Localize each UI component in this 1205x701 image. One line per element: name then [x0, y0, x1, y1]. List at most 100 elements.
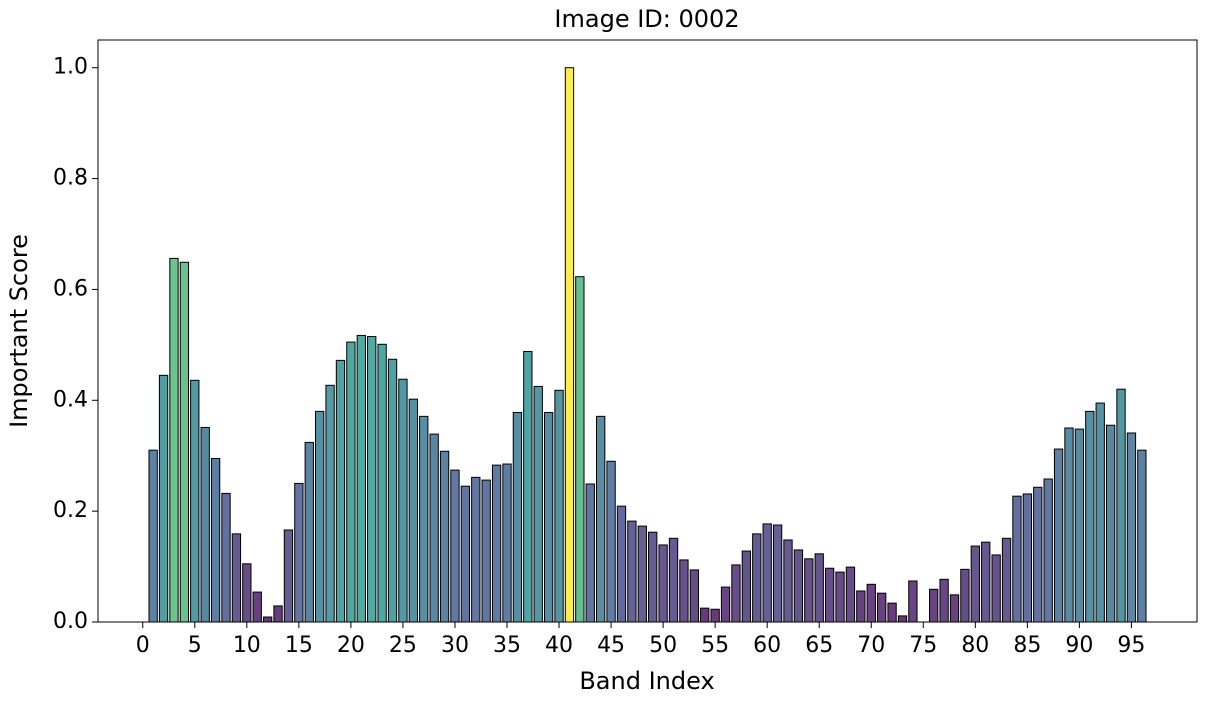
bar	[887, 602, 897, 623]
bar	[939, 578, 949, 623]
bar	[949, 594, 960, 623]
bar	[804, 558, 814, 623]
bar	[554, 389, 564, 623]
x-tick-label: 85	[1013, 633, 1041, 658]
bar	[1033, 486, 1043, 623]
x-tick-label: 60	[753, 633, 781, 658]
bar	[668, 537, 679, 623]
x-tick-label: 50	[649, 633, 677, 658]
x-tick-label: 55	[701, 633, 729, 658]
bar	[419, 415, 429, 623]
x-tick-label: 15	[285, 633, 313, 658]
bar	[523, 351, 533, 623]
x-tick-label: 25	[389, 633, 417, 658]
y-axis-label: Important Score	[5, 234, 33, 428]
bar	[387, 358, 398, 623]
bar	[991, 554, 1001, 623]
bar	[221, 492, 231, 623]
bar	[346, 341, 356, 623]
y-tick-label: 0.2	[53, 498, 88, 523]
bar	[460, 485, 471, 623]
bar	[783, 539, 793, 623]
bar	[398, 378, 408, 623]
plot-frame	[97, 39, 1198, 623]
bar	[929, 588, 939, 623]
bar	[491, 464, 502, 623]
chart-title: Image ID: 0002	[554, 5, 739, 33]
bar	[658, 544, 668, 623]
bar	[377, 343, 387, 623]
x-tick-label: 45	[597, 633, 625, 658]
x-tick-label: 95	[1117, 633, 1145, 658]
bar	[148, 449, 158, 623]
bar	[772, 524, 783, 623]
bar	[720, 586, 731, 623]
bar	[169, 257, 179, 623]
bar	[502, 463, 512, 623]
bar	[585, 483, 595, 623]
bar	[512, 411, 523, 623]
x-tick-label: 30	[441, 633, 469, 658]
bar	[471, 476, 481, 623]
bar	[179, 261, 190, 623]
x-tick-label: 70	[857, 633, 885, 658]
bar	[1116, 388, 1126, 623]
bar	[252, 591, 262, 623]
bar	[273, 605, 283, 623]
bar	[700, 607, 710, 623]
bar	[210, 457, 221, 623]
bar	[876, 592, 887, 623]
x-tick-label: 0	[136, 633, 150, 658]
bar	[481, 479, 491, 623]
x-tick-label: 80	[961, 633, 989, 658]
bar	[970, 545, 980, 623]
bar	[315, 410, 325, 623]
bar	[637, 525, 647, 623]
bar	[1012, 495, 1022, 623]
bar	[616, 505, 627, 623]
bar	[981, 541, 991, 623]
bar	[1043, 478, 1053, 623]
bar	[190, 379, 200, 623]
bar	[824, 567, 835, 623]
bar	[356, 334, 366, 623]
bar	[1064, 427, 1074, 623]
bar	[1001, 537, 1012, 623]
x-tick-label: 20	[337, 633, 365, 658]
bar	[897, 615, 908, 623]
bar	[856, 590, 866, 623]
bar	[543, 411, 554, 623]
x-tick-label: 10	[233, 633, 261, 658]
bar	[335, 359, 346, 623]
bar	[294, 482, 304, 623]
bar	[1105, 424, 1116, 623]
bar	[533, 385, 543, 623]
x-axis-label: Band Index	[579, 667, 714, 695]
bar	[242, 563, 252, 623]
bar	[627, 520, 637, 623]
x-tick-label: 75	[909, 633, 937, 658]
x-tick-label: 5	[188, 633, 202, 658]
y-tick-label: 0.0	[53, 609, 88, 634]
bar	[231, 533, 242, 623]
bar	[200, 426, 210, 623]
bar	[960, 568, 970, 623]
x-tick-label: 65	[805, 633, 833, 658]
bar	[575, 276, 585, 623]
bar	[304, 441, 314, 623]
bar	[1022, 493, 1033, 623]
bar	[283, 529, 294, 623]
bar	[1095, 402, 1105, 623]
bar	[845, 566, 856, 623]
bar	[439, 450, 450, 623]
bar	[731, 564, 741, 623]
x-tick-label: 90	[1065, 633, 1093, 658]
bar	[262, 616, 273, 623]
bar	[564, 67, 575, 623]
bar	[325, 384, 335, 623]
x-tick-label: 35	[493, 633, 521, 658]
bar	[752, 533, 762, 623]
bar	[596, 415, 606, 623]
